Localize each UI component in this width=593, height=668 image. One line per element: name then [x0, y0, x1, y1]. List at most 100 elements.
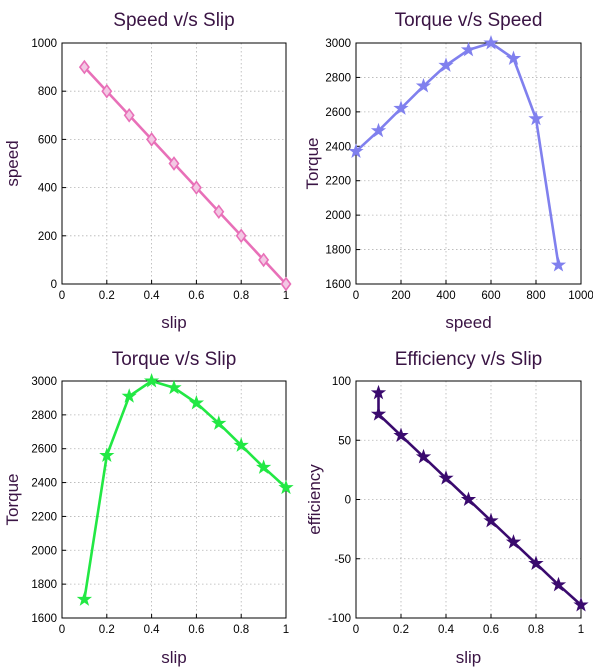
y-tick-label: 600 — [38, 134, 57, 146]
y-tick-label: 2000 — [325, 210, 351, 222]
x-tick-label: 200 — [391, 290, 410, 302]
data-point — [370, 384, 387, 400]
data-point — [415, 78, 432, 93]
chart-panel-1: 0 0.2 0.4 0.6 0.8 1 0 200 400 600 800 1000 Speed v/s… — [3, 10, 292, 332]
series-line — [83, 66, 287, 285]
data-point — [550, 576, 567, 592]
x-axis-label: slip — [161, 313, 187, 332]
chart-title: Speed v/s Slip — [113, 10, 234, 31]
x-tick-label: 0.2 — [99, 624, 115, 636]
x-tick-label: 0.8 — [233, 624, 249, 636]
x-tick-label: 0.4 — [144, 290, 161, 302]
data-point — [415, 448, 432, 464]
x-tick-label: 600 — [481, 290, 500, 302]
chart-title: Torque v/s Slip — [112, 349, 237, 370]
x-tick-label: 0.2 — [99, 290, 115, 302]
data-point — [550, 257, 567, 272]
y-tick-label: 3000 — [325, 38, 351, 50]
data-point — [393, 427, 409, 443]
chart-title: Efficiency v/s Slip — [395, 349, 542, 370]
x-tick-label: 0.6 — [483, 624, 499, 636]
x-tick-label: 0.6 — [188, 290, 204, 302]
data-point — [505, 50, 522, 65]
data-point — [370, 122, 387, 138]
plot-area — [356, 43, 581, 284]
data-point — [233, 437, 249, 452]
x-axis-label: slip — [161, 648, 187, 667]
y-tick-label: 200 — [38, 231, 57, 243]
y-tick-label: 0 — [51, 279, 57, 291]
y-tick-label: 2400 — [31, 478, 57, 490]
data-point — [483, 34, 499, 50]
x-tick-label: 800 — [526, 290, 545, 302]
y-tick-label: 2200 — [325, 176, 351, 188]
data-point — [528, 110, 544, 126]
data-point — [370, 406, 387, 421]
y-tick-label: -100 — [328, 613, 351, 625]
data-point — [146, 132, 158, 147]
data-point — [121, 388, 137, 403]
series-line — [83, 379, 287, 600]
chart-panel-3: 0 0.2 0.4 0.6 0.8 1 1600 1800 2000 2200 2400 2600 28… — [3, 349, 294, 667]
y-tick-label: 2600 — [325, 107, 351, 119]
data-point — [280, 276, 292, 292]
y-axis-label: speed — [3, 140, 22, 186]
axes-frame — [355, 380, 582, 619]
y-tick-label: 2200 — [31, 511, 57, 523]
data-point — [76, 591, 93, 606]
y-tick-label: 0 — [345, 495, 351, 507]
x-tick-label: 1 — [283, 624, 289, 636]
series-line — [355, 41, 560, 266]
y-tick-label: 400 — [38, 183, 57, 195]
y-axis-label: Torque — [3, 474, 22, 526]
data-point — [166, 379, 182, 395]
x-tick-label: 1000 — [568, 290, 593, 302]
data-point — [483, 512, 499, 528]
data-point — [438, 57, 454, 72]
y-axis-label: efficiency — [305, 464, 324, 535]
data-point — [143, 372, 160, 388]
chart-title: Torque v/s Speed — [395, 10, 543, 31]
x-tick-label: 0 — [353, 624, 359, 636]
data-point — [168, 156, 180, 171]
data-point — [460, 491, 477, 506]
x-tick-label: 0 — [59, 290, 65, 302]
data-point — [255, 459, 272, 474]
x-tick-label: 0.4 — [144, 624, 161, 636]
data-point — [258, 252, 270, 268]
y-tick-label: -50 — [334, 554, 351, 566]
y-tick-label: 800 — [38, 86, 57, 98]
y-tick-label: 2800 — [31, 410, 57, 422]
x-tick-label: 0 — [59, 624, 65, 636]
y-tick-label: 2400 — [325, 141, 351, 153]
data-point — [348, 143, 364, 158]
data-point — [393, 100, 409, 115]
y-tick-label: 1800 — [325, 245, 351, 257]
x-tick-label: 0.6 — [188, 624, 204, 636]
x-tick-label: 1 — [578, 624, 584, 636]
data-point — [101, 83, 113, 99]
data-point — [78, 59, 90, 75]
x-tick-label: 1 — [283, 290, 289, 302]
y-axis-label: Torque — [303, 138, 322, 190]
axes-frame — [61, 42, 287, 285]
data-point — [188, 394, 205, 410]
data-point — [438, 470, 454, 485]
y-tick-label: 1000 — [31, 38, 57, 50]
y-tick-label: 1600 — [325, 279, 351, 291]
data-point — [190, 180, 202, 195]
data-point — [235, 228, 247, 244]
x-tick-label: 0.8 — [528, 624, 544, 636]
x-tick-label: 400 — [436, 290, 455, 302]
data-point — [505, 534, 522, 549]
y-tick-label: 1600 — [31, 613, 57, 625]
y-tick-label: 100 — [332, 376, 351, 388]
x-tick-label: 0.2 — [393, 624, 409, 636]
data-point — [460, 41, 477, 57]
x-tick-label: 0.4 — [438, 624, 455, 636]
y-tick-label: 2800 — [325, 72, 351, 84]
y-tick-label: 1800 — [31, 579, 57, 591]
x-axis-label: speed — [445, 313, 491, 332]
y-tick-label: 50 — [338, 435, 351, 447]
